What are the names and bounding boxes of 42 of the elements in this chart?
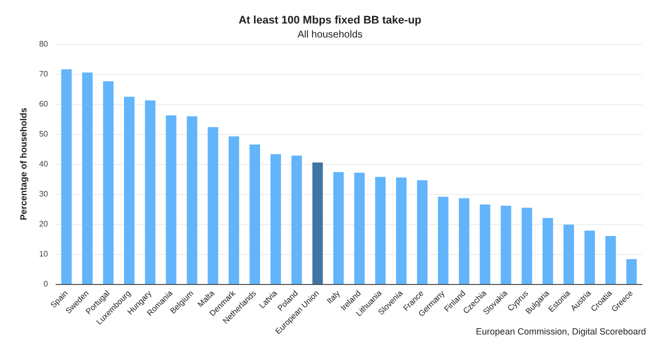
y-tick-label: 60 (39, 100, 49, 108)
y-tick-label: 30 (39, 190, 49, 198)
y-tick-label: 50 (39, 130, 49, 138)
y-tick-label: 40 (39, 160, 49, 168)
bar (458, 198, 470, 284)
bar (522, 208, 532, 284)
bar (375, 176, 386, 284)
bar (103, 81, 114, 284)
text: European Commission, Digital Scoreboard (476, 326, 646, 336)
bar (438, 196, 448, 284)
bar (166, 115, 176, 284)
x-tick-label: Italy (324, 288, 342, 306)
bar (626, 259, 637, 284)
bar (270, 154, 281, 284)
bar (186, 116, 198, 284)
bar (208, 127, 218, 284)
y-tick-label: 10 (39, 250, 49, 258)
bar (417, 180, 428, 284)
bar (228, 136, 240, 284)
bar (124, 96, 134, 284)
bar (354, 172, 365, 284)
bar (542, 218, 554, 284)
y-tick-label: 70 (39, 70, 49, 78)
bar (500, 206, 512, 284)
bar (144, 100, 156, 284)
chart-title: At least 100 Mbps fixed BB take-up (238, 14, 422, 26)
bar (333, 172, 344, 284)
bar (82, 72, 93, 284)
bar (312, 162, 323, 284)
bar (564, 224, 574, 284)
bar (61, 69, 72, 284)
bar (480, 204, 490, 284)
y-tick-label: 80 (39, 40, 49, 48)
chart-subtitle: All households (297, 30, 363, 40)
y-axis-title: Percentage of households (18, 108, 28, 220)
bar (605, 236, 616, 284)
bar (396, 178, 407, 284)
bar (584, 230, 595, 284)
y-tick-label: 0 (44, 280, 49, 288)
bar (250, 144, 260, 284)
bar (291, 156, 302, 284)
y-tick-label: 20 (39, 220, 49, 228)
